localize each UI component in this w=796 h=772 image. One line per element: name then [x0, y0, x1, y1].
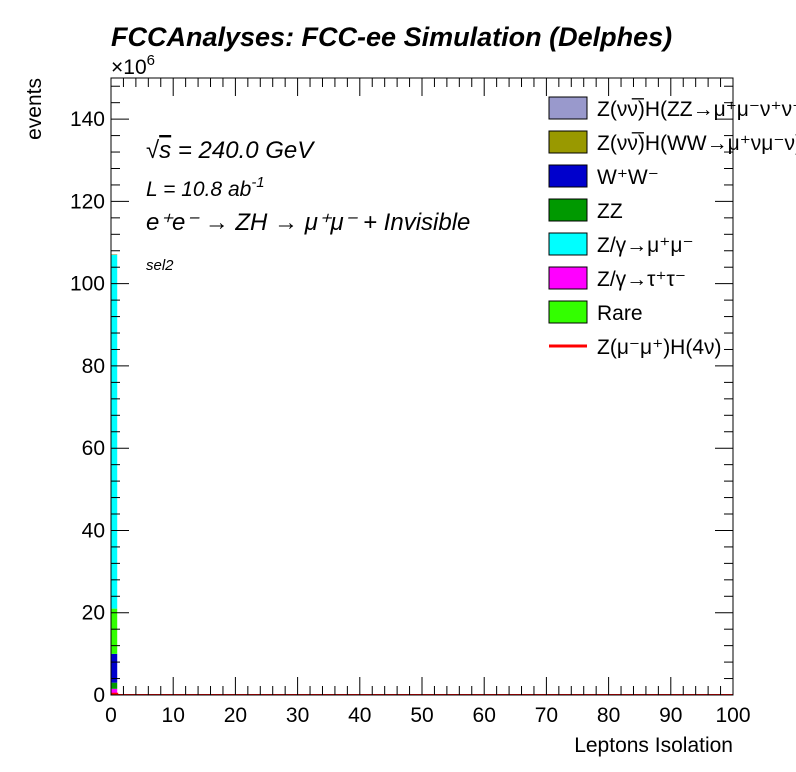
legend-swatch: [548, 232, 588, 256]
x-tick-label: 40: [348, 704, 371, 727]
x-tick-label: 60: [473, 704, 496, 727]
chart-title: FCCAnalyses: FCC-ee Simulation (Delphes): [111, 22, 672, 52]
legend-label: Z(νν̅)H(WW→μ⁺νμ⁻ν): [597, 132, 796, 155]
y-tick-label: 40: [82, 519, 105, 542]
legend-label: W⁺W⁻: [597, 166, 659, 189]
x-tick-label: 30: [286, 704, 309, 727]
luminosity-exponent: -1: [251, 174, 264, 191]
y-tick-label: 80: [82, 355, 105, 378]
x-tick-label: 70: [535, 704, 558, 727]
y-axis-multiplier: ×106: [111, 52, 155, 79]
legend-swatch: [548, 266, 588, 290]
y-axis-multiplier-exponent: 6: [147, 52, 155, 69]
x-tick-label: 0: [105, 704, 117, 727]
x-tick-label: 100: [715, 704, 750, 727]
y-tick-label: 0: [93, 684, 105, 707]
sqrt-variable: s: [159, 137, 171, 164]
legend-label: Z/γ→τ⁺τ⁻: [597, 268, 686, 291]
y-tick-label: 140: [70, 108, 105, 131]
x-tick-label: 20: [224, 704, 247, 727]
legend-label: Z(μ⁻μ⁺)H(4ν): [597, 336, 722, 359]
legend-label: ZZ: [597, 200, 623, 223]
legend-entry-z-h-ww: Z(νν̅)H(WW→μ⁺νμ⁻ν): [548, 130, 796, 155]
legend-entry-z: Z/γ→μ⁺μ⁻: [548, 232, 694, 257]
luminosity-annotation: L = 10.8 ab-1: [146, 174, 265, 201]
legend-label: Z/γ→μ⁺μ⁻: [597, 234, 694, 257]
signal-line: [111, 692, 733, 695]
energy-value: = 240.0 GeV: [171, 137, 315, 164]
y-axis: 0 20 40 60 80 100 120 140: [70, 85, 733, 707]
legend-entry-zz: ZZ: [548, 198, 623, 223]
legend-swatch: [548, 96, 588, 120]
energy-annotation: √s = 240.0 GeV: [146, 137, 315, 164]
y-axis-label: events: [23, 78, 46, 140]
x-tick-label: 10: [162, 704, 185, 727]
y-axis-multiplier-base: ×10: [111, 56, 147, 79]
x-axis-label: Leptons Isolation: [574, 734, 733, 757]
legend-label: Rare: [597, 302, 643, 325]
legend-entry-z-h-zz: Z(νν̅)H(ZZ→μ⁺μ⁻ν⁺ν⁻): [548, 96, 796, 121]
legend-entry-z: Z/γ→τ⁺τ⁻: [548, 266, 686, 291]
y-tick-label: 100: [70, 273, 105, 296]
bar-zz-bin-0: [111, 682, 118, 689]
process-annotation: e⁺e⁻ → ZH → μ⁺μ⁻ + Invisible: [146, 209, 470, 236]
y-tick-label: 120: [70, 190, 105, 213]
legend-entry-w-w: W⁺W⁻: [548, 164, 659, 189]
bar-rare-bin-0: [111, 608, 118, 654]
bar-z-bin-0: [111, 688, 118, 695]
y-tick-label: 20: [82, 602, 105, 625]
x-axis: 0 10 20 30 40 50 60 70 80 90 100: [105, 78, 751, 727]
legend-swatch: [548, 300, 588, 324]
legend-entry-rare: Rare: [548, 300, 643, 325]
annotations: √s = 240.0 GeV L = 10.8 ab-1 e⁺e⁻ → ZH →…: [146, 137, 470, 274]
legend-entry-z-h-4: Z(μ⁻μ⁺)H(4ν): [549, 336, 722, 359]
x-tick-label: 50: [410, 704, 433, 727]
sqrt-symbol: √: [146, 137, 160, 164]
y-tick-label: 60: [82, 437, 105, 460]
selection-annotation: sel2: [146, 257, 174, 274]
legend-label: Z(νν̅)H(ZZ→μ⁺μ⁻ν⁺ν⁻): [597, 98, 796, 121]
legend-swatch: [548, 198, 588, 222]
legend-swatch: [548, 130, 588, 154]
legend: Z(νν̅)H(ZZ→μ⁺μ⁻ν⁺ν⁻) Z(νν̅)H(WW→μ⁺νμ⁻ν) W⁺…: [548, 96, 796, 359]
x-tick-label: 80: [597, 704, 620, 727]
bar-w-w-bin-0: [111, 653, 118, 683]
signal-histogram: [111, 692, 733, 695]
luminosity-value: L = 10.8 ab: [146, 178, 252, 201]
legend-swatch: [548, 164, 588, 188]
x-tick-label: 90: [659, 704, 682, 727]
